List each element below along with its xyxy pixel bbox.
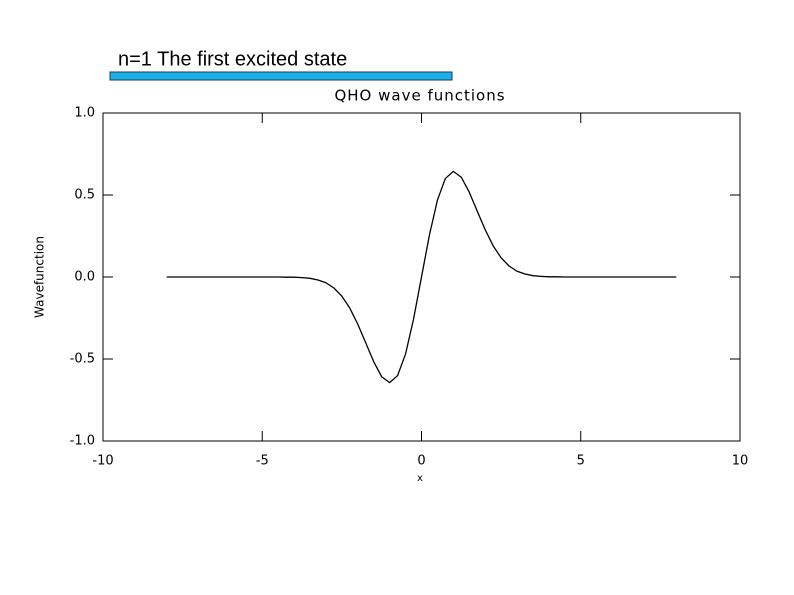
annotation: n=1 The first excited state [118, 48, 347, 70]
x-tick-label: -10 [92, 454, 113, 469]
y-tick-label: -1.0 [70, 434, 95, 449]
x-tick-label: 0 [417, 454, 425, 469]
x-axis-label: x [417, 473, 423, 484]
x-tick-label: -5 [256, 454, 269, 469]
y-tick-label: -0.5 [70, 352, 95, 367]
y-tick-label: 0.0 [74, 270, 95, 285]
annotation-bar [109, 71, 453, 81]
chart-title: QHO wave functions [334, 87, 505, 105]
y-axis-label: Wavefunction [33, 236, 47, 318]
y-tick-label: 0.5 [74, 188, 95, 203]
x-tick-label: 10 [732, 454, 749, 469]
x-tick-label: 5 [577, 454, 585, 469]
line-series [166, 170, 677, 384]
y-tick-label: 1.0 [74, 106, 95, 121]
